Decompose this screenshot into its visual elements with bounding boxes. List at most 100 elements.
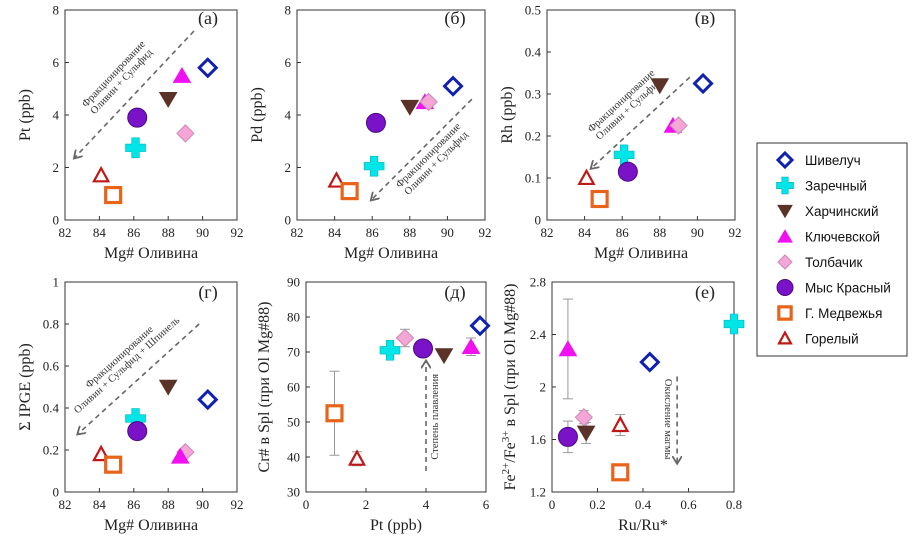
data-point-mys_krasny [413,338,433,359]
data-point-klyuchevskoy [558,340,578,357]
y-tick-label: 80 [287,310,300,325]
panel-label: (г) [198,282,217,303]
y-tick-label: 70 [287,345,300,360]
x-tick-label: 88 [403,225,416,240]
x-tick-label: 92 [729,225,742,240]
legend-marker-medvezhya [777,305,793,321]
panel-label: (е) [695,282,715,303]
x-tick-label: 90 [196,225,209,240]
x-axis-label: Pt (ppb) [370,517,422,534]
plot-frame [64,281,238,493]
x-axis-label: Ru/Ru* [618,517,668,534]
y-tick-label: 1.2 [530,485,546,500]
y-tick-label: 0.2 [43,443,59,458]
annotation-text: ФракционированиеОливин + Сульфид [80,39,156,118]
chart-panel-d: 82 84 86 88 90 92 0 0.2 0.4 0.6 0.8 1 Mg# Оливина Σ I… [17,275,244,535]
legend-marker-gorely [777,330,793,345]
x-tick-label: 86 [366,225,380,240]
data-point-medvezhya [104,185,123,205]
y-tick-label: 0 [53,213,60,228]
data-point-gorely [611,415,630,433]
x-tick-label: 84 [578,225,592,240]
chart-panel-f: 0 0.2 0.4 0.6 0.8 1.2 1.6 2 2.4 2.8 Ru/Ru* Fe2+/Fe3… [500,275,745,534]
y-tick-label: 30 [287,485,300,500]
plot-frame [551,281,735,493]
x-tick-label: 2 [363,497,370,512]
legend-label-shiveluch: Шивелуч [805,153,861,168]
x-tick-label: 0.8 [726,497,742,512]
data-point-kharchinsky [576,425,596,442]
x-tick-label: 90 [196,497,209,512]
legend-label-mys_krasny: Мыс Красный [805,281,891,296]
data-point-mys_krasny [127,421,148,442]
x-tick-label: 82 [59,225,72,240]
x-tick-label: 0.4 [635,497,652,512]
data-point-kharchinsky [158,379,178,396]
data-point-medvezhya [340,182,359,201]
y-axis-label: Σ IPGE (ppb) [17,343,34,431]
x-tick-label: 86 [616,225,630,240]
data-point-zarechny [723,313,745,335]
x-tick-label: 88 [653,225,666,240]
y-tick-label: 6 [285,55,292,70]
x-tick-label: 92 [231,497,244,512]
y-tick-label: 0.5 [525,3,541,18]
y-tick-label: 8 [285,3,292,18]
y-axis-label: Pt (ppb) [17,89,34,141]
x-tick-label: 92 [231,225,244,240]
y-tick-label: 60 [287,380,300,395]
data-point-tolbachik [669,116,688,135]
x-tick-label: 0 [549,497,556,512]
data-point-mys_krasny [617,161,638,182]
data-point-medvezhya [590,189,609,209]
y-tick-label: 0.2 [525,129,541,144]
x-tick-label: 6 [483,497,490,512]
x-tick-label: 4 [423,497,430,512]
annotation-text: ФракционированиеОливин + Сульфид [394,121,471,198]
legend-label-klyuchevskoy: Ключевской [805,230,880,245]
y-tick-label: 2 [53,160,60,175]
y-tick-label: 8 [53,3,60,18]
data-point-mys_krasny [557,426,578,447]
data-point-gorely [347,449,367,466]
data-point-medvezhya [611,463,630,482]
x-tick-label: 84 [93,497,107,512]
x-axis-label: Mg# Оливина [344,245,438,262]
legend-label-tolbachik: Толбачик [805,255,862,270]
x-axis-label: Mg# Оливина [594,245,688,262]
y-tick-label: 0.4 [43,401,60,416]
legend-label-gorely: Горелый [805,332,859,347]
chart-panel-a: 82 84 86 88 90 92 0 2 4 6 8 Mg# Оливина Pt (ppb) (а) Ф… [17,3,244,263]
y-tick-label: 0 [535,213,542,228]
y-tick-label: 90 [287,275,300,290]
y-tick-label: 2 [285,160,292,175]
y-axis-label: Fe2+/Fe3+ в Spl (при Ol Mg#88) [500,284,519,491]
annotation-text: Окисление магмы [662,379,673,460]
trend-arrow [592,76,691,167]
data-point-mys_krasny [365,112,386,133]
data-point-gorely [92,165,111,183]
x-tick-label: 82 [291,225,304,240]
data-point-shiveluch [692,72,714,95]
plot-frame [305,281,487,493]
data-point-gorely [327,171,346,188]
y-tick-label: 0.1 [525,171,541,186]
y-tick-label: 50 [287,415,300,430]
y-tick-label: 2 [540,380,547,395]
legend-marker-kharchinsky [777,204,793,219]
x-tick-label: 92 [479,225,492,240]
y-tick-label: 1.6 [530,432,547,447]
data-point-medvezhya [104,455,123,474]
x-tick-label: 90 [691,225,704,240]
y-tick-label: 1 [53,275,60,290]
data-point-shiveluch [197,57,219,79]
x-tick-label: 0.2 [589,497,605,512]
x-axis-label: Mg# Оливина [104,517,198,534]
data-point-shiveluch [469,315,491,337]
x-tick-label: 86 [127,225,141,240]
panel-label: (в) [695,8,716,29]
legend-marker-zarechny [776,176,794,195]
annotation-text: Степень плавления [430,374,441,460]
legend-box [756,142,908,357]
